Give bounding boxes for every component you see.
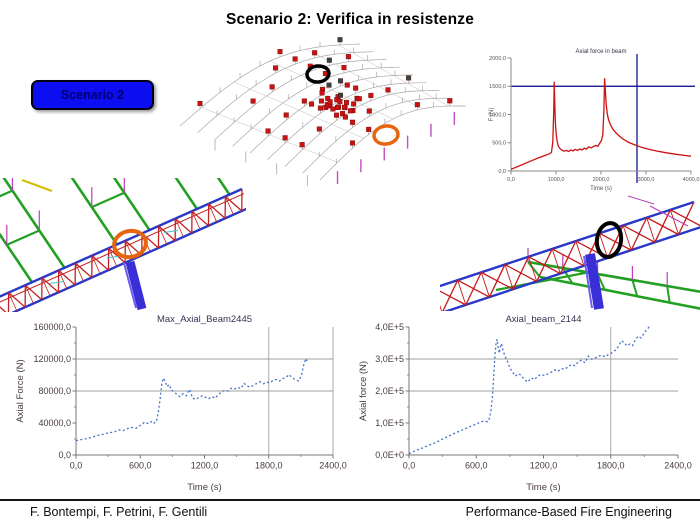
svg-text:Time (s): Time (s) xyxy=(590,186,612,192)
svg-text:2000,0: 2000,0 xyxy=(593,177,610,183)
svg-text:160000,0: 160000,0 xyxy=(33,322,71,332)
svg-text:80000,0: 80000,0 xyxy=(38,386,71,396)
footer-authors: F. Bontempi, F. Petrini, F. Gentili xyxy=(30,505,208,519)
svg-text:1,0E+5: 1,0E+5 xyxy=(375,418,404,428)
slide-title: Scenario 2: Verifica in resistenze xyxy=(225,11,475,28)
svg-text:600,0: 600,0 xyxy=(465,461,488,471)
svg-text:0,0: 0,0 xyxy=(498,169,506,175)
chart-axial-beam-2144: 0,0 600,0 1200,0 1800,0 2400,0 0,0E+0 1,0E+5 2,… xyxy=(358,314,692,493)
svg-text:2,0E+5: 2,0E+5 xyxy=(375,386,404,396)
chart-axial-force-thumbnail: 0,0 1000,0 2000,0 3000,0 4000,0 0,0 500,0 1000,… xyxy=(489,49,700,192)
svg-text:4000,0: 4000,0 xyxy=(683,177,700,183)
svg-text:1000,0: 1000,0 xyxy=(548,177,565,183)
svg-text:Max_Axial_Beam2445: Max_Axial_Beam2445 xyxy=(157,314,252,325)
svg-text:1800,0: 1800,0 xyxy=(597,461,625,471)
svg-text:Axial force in beam: Axial force in beam xyxy=(575,49,626,55)
svg-text:3,0E+5: 3,0E+5 xyxy=(375,354,404,364)
svg-text:1800,0: 1800,0 xyxy=(255,461,283,471)
svg-text:2000,0: 2000,0 xyxy=(489,56,506,62)
svg-text:500,0: 500,0 xyxy=(492,141,506,147)
svg-text:Time (s): Time (s) xyxy=(187,482,221,493)
svg-text:3000,0: 3000,0 xyxy=(638,177,655,183)
svg-text:1200,0: 1200,0 xyxy=(530,461,558,471)
svg-text:600,0: 600,0 xyxy=(129,461,152,471)
svg-text:0,0: 0,0 xyxy=(403,461,416,471)
chart-max-axial-beam2445: 0,0 600,0 1200,0 1800,0 2400,0 0,0 40000,0 8000… xyxy=(15,314,347,493)
svg-text:2400,0: 2400,0 xyxy=(319,461,347,471)
footer-topic: Performance-Based Fire Engineering xyxy=(465,505,672,519)
svg-text:Axial force (N): Axial force (N) xyxy=(358,361,369,421)
svg-text:120000,0: 120000,0 xyxy=(33,354,71,364)
svg-text:F (N): F (N) xyxy=(489,108,495,122)
footer-divider xyxy=(0,499,700,501)
svg-text:1200,0: 1200,0 xyxy=(191,461,219,471)
svg-text:Axial_beam_2144: Axial_beam_2144 xyxy=(505,314,581,325)
scenario-2-button-label: Scenario 2 xyxy=(60,88,125,102)
svg-text:2400,0: 2400,0 xyxy=(664,461,692,471)
svg-text:Axial Force (N): Axial Force (N) xyxy=(15,359,26,422)
truss-detail-right-figure xyxy=(440,195,700,311)
svg-text:1000,0: 1000,0 xyxy=(489,112,506,118)
svg-text:0,0: 0,0 xyxy=(507,177,515,183)
svg-text:0,0E+0: 0,0E+0 xyxy=(375,450,404,460)
roof-model-figure xyxy=(179,37,467,187)
truss-detail-left-figure xyxy=(0,178,246,312)
svg-text:0,0: 0,0 xyxy=(70,461,83,471)
svg-text:Time (s): Time (s) xyxy=(526,482,560,493)
svg-text:40000,0: 40000,0 xyxy=(38,418,71,428)
svg-text:0,0: 0,0 xyxy=(58,450,71,460)
scenario-2-button[interactable]: Scenario 2 xyxy=(31,80,154,110)
svg-text:4,0E+5: 4,0E+5 xyxy=(375,322,404,332)
svg-text:1500,0: 1500,0 xyxy=(489,84,506,90)
